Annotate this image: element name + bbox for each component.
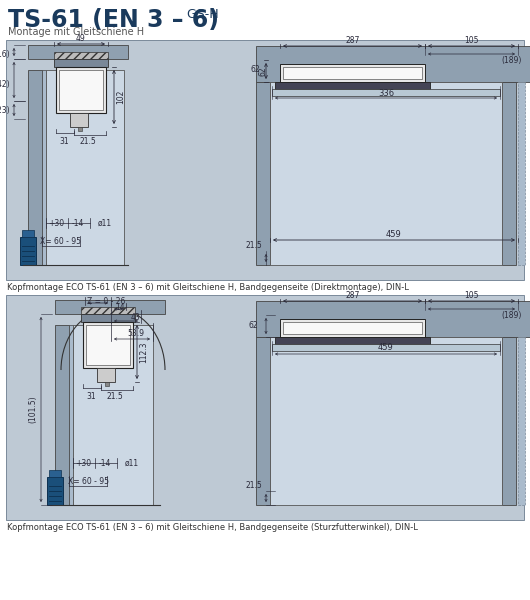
Text: 112.3: 112.3 [139,341,148,363]
Text: TS-61 (EN 3 – 6): TS-61 (EN 3 – 6) [8,8,219,32]
Bar [275,82,430,89]
Bar [83,322,133,368]
Bar [502,337,516,505]
Text: 21.5: 21.5 [245,481,262,490]
Bar [275,337,430,344]
Bar [28,70,42,265]
Bar [502,82,516,265]
Bar [283,67,422,79]
Text: Kopfmontage ECO TS-61 (EN 3 – 6) mit Gleitschiene H, Bandgegenseite (Sturzfutter: Kopfmontage ECO TS-61 (EN 3 – 6) mit Gle… [7,523,418,532]
Bar [86,325,130,365]
Bar [256,82,270,265]
Bar [518,337,525,505]
Bar [270,82,502,265]
Text: Z = 0 - 26: Z = 0 - 26 [87,297,126,306]
Text: Montage mit Gleitschiene H: Montage mit Gleitschiene H [8,27,144,37]
Text: (101.5): (101.5) [28,395,37,424]
Text: +30: +30 [48,218,64,227]
Text: -14: -14 [99,458,111,467]
Bar [20,237,36,265]
Text: (16): (16) [0,50,10,59]
Bar [256,301,530,337]
Text: Kopfmontage ECO TS-61 (EN 3 – 6) mit Gleitschiene H, Bandgegenseite (Direktmonta: Kopfmontage ECO TS-61 (EN 3 – 6) mit Gle… [7,283,409,292]
Text: 287: 287 [346,36,360,45]
Text: 53.9: 53.9 [127,329,144,337]
Text: 62: 62 [258,66,267,76]
Bar [47,477,63,505]
Bar [28,45,128,59]
Text: 102: 102 [116,90,125,104]
Text: ø11: ø11 [125,458,139,467]
Bar [280,319,425,337]
Bar [55,325,69,505]
Bar [280,64,425,82]
Text: +30: +30 [75,458,91,467]
Text: 62: 62 [249,322,258,331]
Bar [70,113,88,127]
Bar [22,230,34,237]
Text: 21.5: 21.5 [245,241,262,250]
Bar [54,59,108,67]
Bar [46,70,124,265]
Text: X= 60 - 95: X= 60 - 95 [40,236,82,245]
Bar [105,382,109,386]
Text: 14: 14 [115,302,125,311]
Bar [56,67,106,113]
Bar [256,46,530,82]
Bar [55,300,165,314]
Bar [272,89,500,96]
Bar [54,52,108,59]
Text: 287: 287 [346,291,360,300]
Text: GS-H: GS-H [183,8,218,21]
Bar [270,337,502,505]
Text: X= 60 - 95: X= 60 - 95 [67,476,109,485]
Bar [81,314,135,322]
Text: (189): (189) [502,56,522,65]
Text: ø11: ø11 [98,218,112,227]
Bar [256,337,270,505]
Bar [6,295,524,520]
Bar [283,322,422,334]
Bar [49,470,61,477]
Text: (23): (23) [0,106,10,115]
Text: 43: 43 [131,313,141,322]
Text: 336: 336 [378,88,394,97]
Text: 105: 105 [464,36,479,45]
Bar [59,70,103,110]
Text: 31: 31 [59,137,69,146]
Text: 105: 105 [464,291,479,300]
Bar [42,70,46,265]
Text: 21.5: 21.5 [80,137,96,146]
Bar [518,82,525,265]
Text: (189): (189) [502,311,522,320]
Text: 21.5: 21.5 [107,392,123,401]
Bar [6,40,524,280]
Bar [97,368,115,382]
Bar [73,325,153,505]
Text: 49: 49 [76,34,86,43]
Bar [69,325,73,505]
Text: (42): (42) [0,80,10,89]
Text: 459: 459 [378,343,394,352]
Text: 62: 62 [250,64,260,73]
Text: 459: 459 [386,230,402,239]
Text: 31: 31 [86,392,96,401]
Bar [81,307,135,314]
Bar [78,127,82,131]
Bar [272,344,500,351]
Text: -14: -14 [72,218,84,227]
